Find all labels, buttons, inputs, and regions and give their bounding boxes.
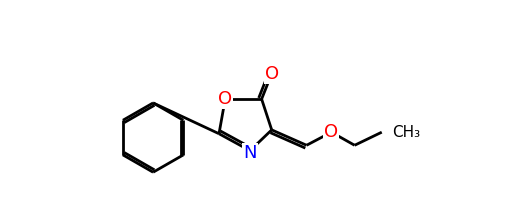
Text: CH₃: CH₃ xyxy=(393,125,421,140)
Text: O: O xyxy=(265,65,279,83)
Text: O: O xyxy=(324,123,338,141)
Text: O: O xyxy=(218,90,232,108)
Text: N: N xyxy=(243,144,257,162)
